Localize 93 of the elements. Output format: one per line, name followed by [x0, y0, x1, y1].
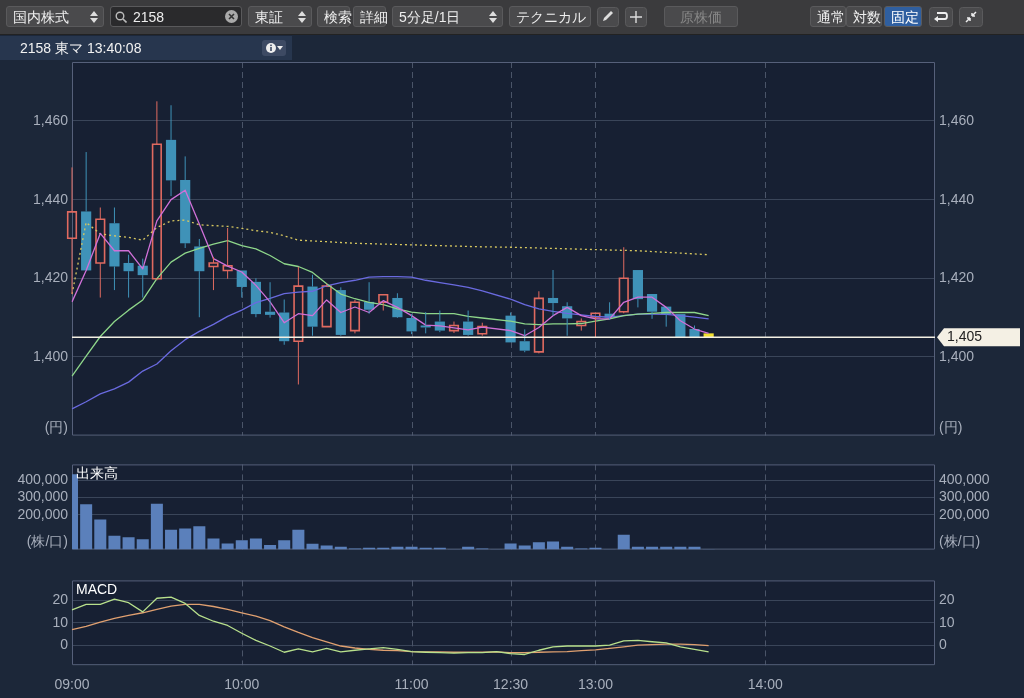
y-tick-label: 20 [52, 591, 69, 608]
bar [278, 540, 291, 550]
bar [235, 540, 248, 550]
candlestick [236, 270, 247, 299]
candlestick [477, 322, 488, 337]
y2-axis-title: (円) [939, 419, 963, 436]
text: 2158 [110, 6, 242, 27]
candlestick [109, 207, 120, 291]
y2-axis-title: (株/口) [939, 533, 981, 550]
text: 詳細 [353, 6, 388, 27]
candlestick [222, 227, 233, 280]
chart-title: MACD [76, 581, 118, 598]
bar [617, 534, 630, 550]
y-tick-label: 1,460 [32, 111, 69, 128]
candlestick [151, 100, 162, 281]
text: 通常 [810, 6, 846, 27]
text: 東証 [248, 6, 312, 27]
y-tick-label: 1,440 [32, 190, 69, 207]
y-tick-label: 10 [52, 613, 69, 630]
candlestick [81, 151, 92, 271]
candlestick [547, 269, 559, 317]
y2-tick-label: 1,400 [939, 347, 975, 364]
text: 5分足/1日 [392, 6, 503, 27]
y2-tick-label: 400,000 [939, 470, 990, 487]
y2-tick-label: 0 [939, 635, 947, 652]
chart-title: 出来高 [76, 465, 118, 482]
candlestick [123, 254, 134, 299]
candlestick [689, 324, 700, 338]
candlestick [165, 104, 177, 197]
bar [306, 543, 319, 550]
y2-tick-label: 1,420 [939, 269, 975, 286]
candlestick [618, 246, 629, 314]
candlestick [194, 238, 205, 318]
candlestick [576, 317, 587, 332]
candlestick [406, 313, 417, 335]
text: 検索 [317, 6, 352, 27]
candlestick [293, 266, 304, 385]
y-tick-label: 400,000 [17, 470, 69, 487]
y2-tick-label: 200,000 [939, 505, 990, 522]
text: 国内株式 [6, 6, 104, 27]
bar [179, 528, 192, 550]
candlestick [66, 166, 78, 295]
y-axis-title: (円) [44, 419, 68, 436]
text: 原株価 [664, 6, 738, 27]
candlestick [335, 286, 346, 335]
candlestick [533, 290, 544, 354]
bar [136, 539, 149, 550]
text: テクニカル [509, 6, 591, 27]
candlestick [519, 328, 530, 353]
bar [207, 538, 220, 550]
y2-tick-label: 20 [939, 591, 955, 608]
bar [532, 542, 545, 550]
text: 対数 [846, 6, 882, 27]
bar [165, 529, 178, 550]
bar [292, 529, 305, 550]
y-tick-label: 200,000 [17, 505, 69, 522]
x-tick-label: 14:00 [747, 676, 783, 693]
x-tick-label: 09:00 [54, 676, 90, 693]
y2-tick-label: 10 [939, 613, 955, 630]
text: 固定 [884, 6, 922, 27]
x-tick-label: 13:00 [577, 676, 614, 693]
bar [94, 519, 107, 550]
candlestick [180, 155, 191, 249]
bar [547, 541, 560, 550]
candlestick [448, 321, 460, 334]
x-tick-label: 11:00 [394, 676, 429, 693]
candlestick [349, 299, 361, 334]
bar [108, 535, 121, 550]
candlestick [632, 270, 643, 308]
bar [122, 537, 135, 550]
candlestick [264, 281, 276, 319]
y2-tick-label: 300,000 [939, 488, 990, 505]
candlestick [307, 274, 318, 337]
candlestick [590, 312, 601, 338]
candlestick [95, 207, 106, 299]
x-tick-label: 12:30 [493, 676, 529, 693]
candlestick [321, 283, 332, 328]
candlestick [646, 294, 658, 320]
y2-tick-label: 1,440 [939, 190, 975, 207]
y-tick-label: 300,000 [17, 488, 69, 505]
y-tick-label: 1,420 [32, 269, 69, 286]
chart-title: 2158 東マ 13:40:08 [0, 36, 292, 60]
y-tick-label: 1,400 [32, 347, 69, 364]
x-tick-label: 10:00 [224, 676, 260, 693]
candlestick [208, 256, 219, 291]
y2-tick-label: 1,460 [939, 111, 975, 128]
y-tick-label: 0 [60, 635, 69, 652]
candlestick [378, 294, 389, 312]
bar [193, 526, 206, 550]
ref-line-label: 1,405 [947, 328, 983, 345]
bar [249, 538, 262, 550]
y-axis-title: (株/口) [26, 533, 68, 550]
bar [150, 503, 163, 550]
